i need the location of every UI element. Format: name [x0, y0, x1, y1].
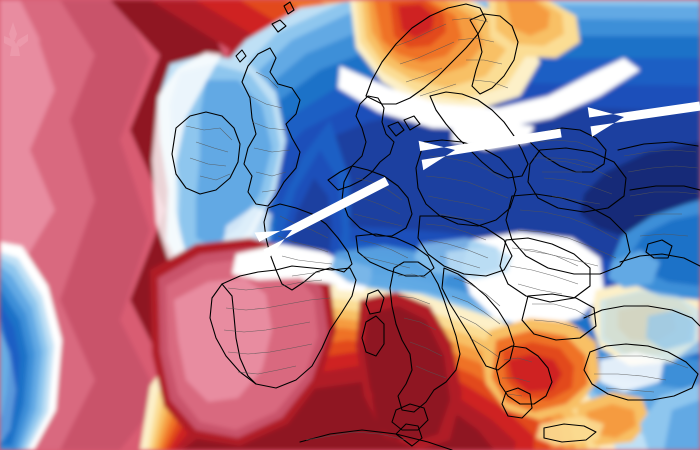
coast-shetland — [283, 1, 295, 15]
admin-bulgaria — [532, 303, 591, 329]
coast-peloponnese — [501, 387, 533, 419]
admin-russia-west — [623, 149, 699, 237]
coast-norway — [365, 3, 487, 105]
admin-iberia — [223, 279, 331, 375]
border-bulgaria — [521, 293, 597, 341]
coast-hebrides — [235, 49, 247, 63]
admin-scandinavia — [395, 17, 509, 97]
border-romania — [499, 237, 591, 303]
coast-corsica — [365, 289, 385, 315]
coast-black-sea-north — [619, 253, 700, 267]
coast-orkney — [271, 19, 287, 33]
coast-great-britain — [241, 47, 301, 207]
coast-balkans-adriatic — [441, 267, 515, 371]
corner-watermark — [4, 22, 28, 56]
coast-turkey — [583, 343, 699, 401]
admin-britain — [249, 71, 291, 193]
admin-romania — [509, 247, 579, 295]
coast-greece — [495, 345, 553, 405]
coast-crimea — [645, 239, 673, 259]
admin-ukraine — [517, 209, 619, 267]
coast-sardinia — [361, 315, 385, 357]
admin-balkans — [451, 277, 501, 359]
border-russia-west — [617, 141, 699, 151]
admin-north-africa — [305, 431, 407, 441]
admin-turkey — [594, 355, 689, 393]
admin-greece — [502, 357, 533, 397]
coast-crete — [543, 423, 597, 443]
coast-north-africa — [299, 429, 453, 450]
coast-denmark-islands — [387, 121, 405, 137]
coast-tunisia — [395, 423, 423, 447]
coast-iberia — [209, 265, 357, 389]
border-alpine — [355, 233, 435, 277]
coast-italy — [389, 261, 461, 413]
coast-zealand — [403, 115, 421, 131]
admin-ireland — [185, 125, 233, 181]
border-russia-south — [629, 185, 700, 191]
border-ukraine — [505, 193, 631, 275]
coast-gulf-of-bothnia — [469, 13, 519, 95]
border-belarus — [527, 147, 627, 213]
admin-czech-hungary — [425, 223, 489, 269]
coast-ireland — [171, 111, 241, 195]
border-carpathian — [417, 215, 513, 277]
coast-black-sea-south — [583, 305, 700, 327]
border-portugal — [221, 283, 257, 385]
admin-italy — [397, 273, 447, 379]
coast-sicily — [391, 403, 429, 431]
